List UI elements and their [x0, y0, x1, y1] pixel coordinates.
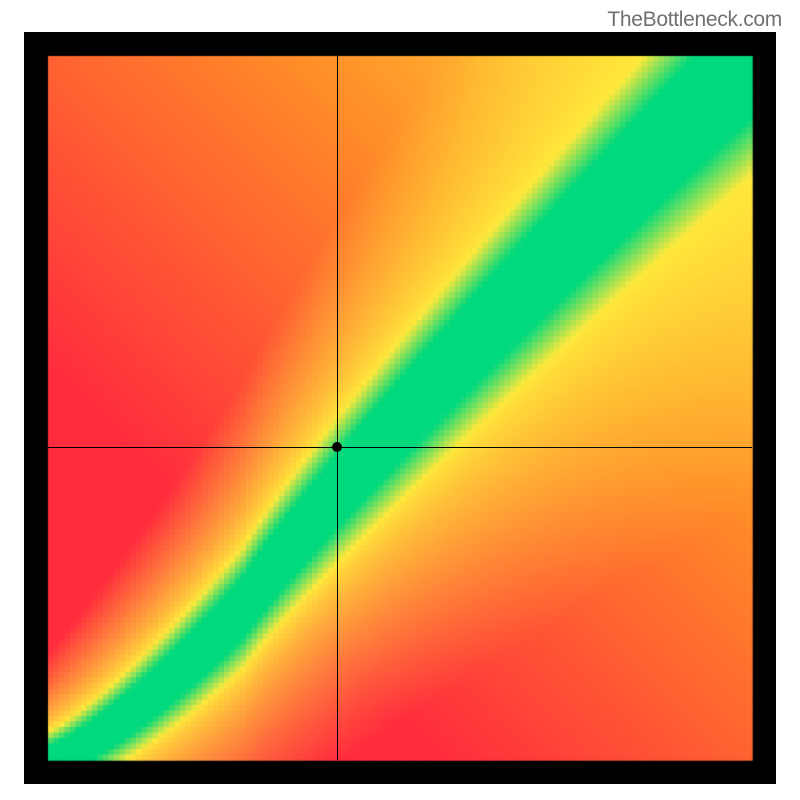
crosshair-marker-dot	[332, 442, 342, 452]
crosshair-horizontal	[48, 447, 752, 448]
bottleneck-heatmap	[24, 32, 776, 784]
heatmap-canvas	[24, 32, 776, 784]
crosshair-vertical	[337, 56, 338, 760]
watermark-text: TheBottleneck.com	[607, 8, 782, 32]
